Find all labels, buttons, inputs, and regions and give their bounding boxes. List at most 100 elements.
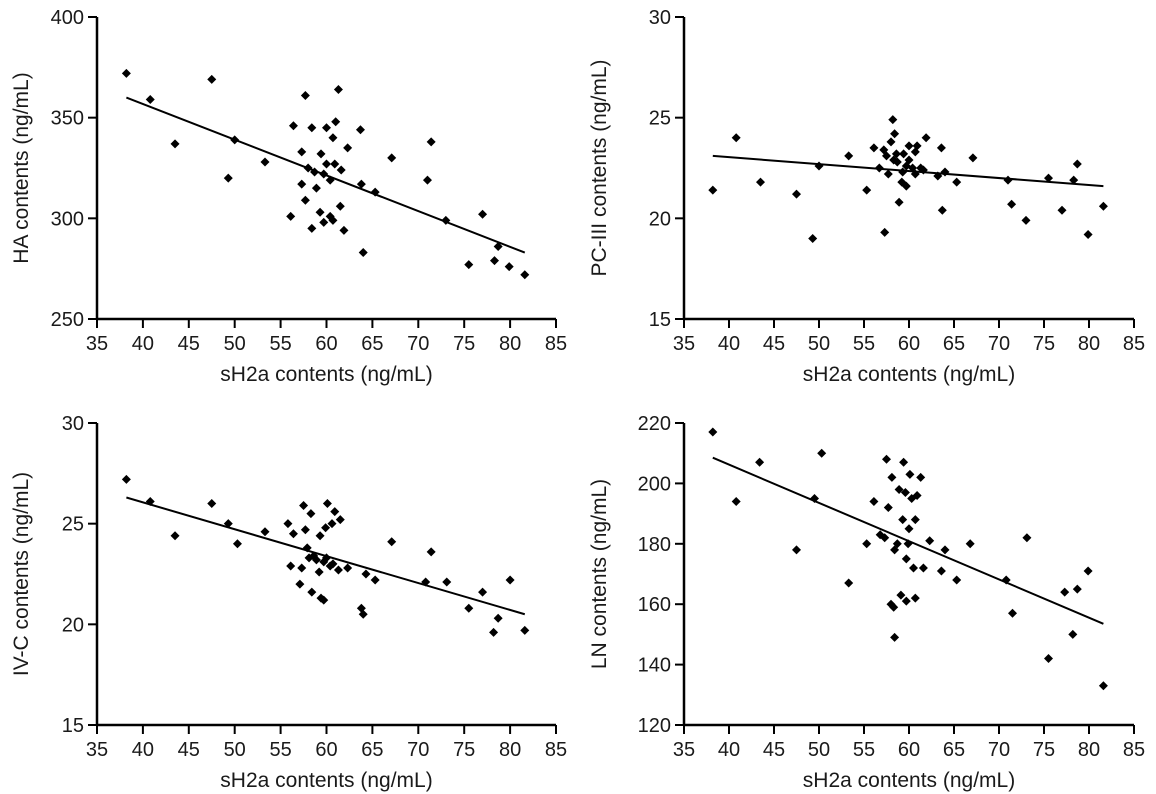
chart-3-point-31 xyxy=(910,515,920,525)
chart-2-point-23 xyxy=(319,595,329,605)
chart-0-point-30 xyxy=(333,84,343,94)
chart-1-x-axis-title: sH2a contents (ng/mL) xyxy=(803,363,1015,386)
chart-0-x-tick-label-10: 85 xyxy=(545,333,567,355)
chart-0-point-48 xyxy=(520,270,530,280)
chart-0-x-axis-title: sH2a contents (ng/mL) xyxy=(220,363,432,386)
chart-3-point-38 xyxy=(940,545,950,555)
chart-1-point-30 xyxy=(910,169,920,179)
chart-2-x-tick-label-6: 65 xyxy=(361,739,383,761)
chart-3-x-tick-label-1: 40 xyxy=(718,739,740,761)
chart-2-point-40 xyxy=(426,547,436,557)
chart-3-point-37 xyxy=(936,566,946,576)
chart-2-point-7 xyxy=(283,519,293,529)
chart-3-point-4 xyxy=(810,494,819,503)
chart-1-x-tick-label-5: 60 xyxy=(898,333,920,355)
chart-0-point-9 xyxy=(297,147,307,157)
chart-0-point-6 xyxy=(260,157,270,167)
chart-1-point-44 xyxy=(1044,173,1053,183)
chart-0-point-34 xyxy=(343,143,353,153)
chart-3-point-23 xyxy=(900,487,910,497)
chart-0-point-19 xyxy=(316,149,326,159)
chart-2-point-48 xyxy=(520,625,530,635)
chart-0-point-37 xyxy=(358,248,368,258)
chart-3-x-tick-label-0: 35 xyxy=(673,739,695,761)
chart-3-point-15 xyxy=(889,602,899,612)
chart-2-x-tick-label-2: 45 xyxy=(178,739,200,761)
chart-1-x-tick-label-4: 55 xyxy=(853,333,875,355)
chart-2-point-9 xyxy=(288,529,298,539)
chart-3-point-7 xyxy=(862,539,872,549)
chart-3-point-16 xyxy=(890,632,900,642)
chart-ln: 35 40 45 50 55 60 65 70 75 80 85 120 140 160 180 200 220… xyxy=(588,413,1145,792)
chart-1-point-6 xyxy=(844,151,854,161)
chart-3-y-tick-label-4: 200 xyxy=(638,473,671,495)
chart-3-y-tick-label-3: 180 xyxy=(638,534,671,556)
chart-0-points xyxy=(121,68,530,280)
chart-3-x-tick-label-6: 65 xyxy=(943,739,965,761)
chart-0-point-0 xyxy=(121,68,131,78)
chart-1-point-27 xyxy=(904,141,914,151)
chart-3-x-tick-label-7: 70 xyxy=(988,739,1010,761)
chart-1-point-20 xyxy=(894,197,904,207)
chart-2-point-6 xyxy=(260,527,270,537)
chart-1-point-37 xyxy=(937,205,947,215)
chart-3-point-6 xyxy=(844,578,854,588)
chart-3-y-tick-label-1: 140 xyxy=(638,655,671,677)
chart-2-x-axis-title: sH2a contents (ng/mL) xyxy=(220,769,432,792)
chart-0-point-15 xyxy=(307,223,317,233)
chart-3-point-28 xyxy=(905,469,915,479)
chart-2-point-20 xyxy=(314,567,324,577)
chart-0-point-10 xyxy=(297,179,307,189)
chart-ha: 35 40 45 50 55 60 65 70 75 80 85 250 300 350 400 sH2a c… xyxy=(10,7,568,386)
chart-1-point-48 xyxy=(1083,229,1093,239)
chart-0-point-33 xyxy=(339,225,349,235)
chart-2-point-13 xyxy=(300,525,310,535)
chart-ln-panel: 35 40 45 50 55 60 65 70 75 80 85 120 140 160 180 200 220… xyxy=(578,397,1156,794)
chart-3-point-32 xyxy=(912,490,922,500)
chart-2-x-tick-label-10: 85 xyxy=(545,739,567,761)
chart-0-y-tick-label-1: 300 xyxy=(51,208,84,230)
chart-3-point-5 xyxy=(817,448,827,458)
chart-2-point-10 xyxy=(295,579,305,589)
chart-3-x-tick-label-5: 60 xyxy=(898,739,920,761)
chart-3-point-35 xyxy=(918,563,928,573)
chart-0-point-38 xyxy=(370,187,380,197)
chart-0-point-8 xyxy=(288,121,298,131)
chart-1-point-18 xyxy=(891,149,901,159)
chart-3-point-19 xyxy=(894,484,904,494)
chart-2-point-24 xyxy=(319,557,329,567)
chart-2-point-26 xyxy=(322,553,331,563)
chart-2-x-tick-label-3: 50 xyxy=(224,739,246,761)
chart-3-point-34 xyxy=(916,472,926,482)
chart-2-point-36 xyxy=(358,609,368,619)
chart-2-point-39 xyxy=(387,537,397,547)
chart-3-x-axis-title: sH2a contents (ng/mL) xyxy=(803,769,1015,792)
chart-3-y-axis-title: LN contents (ng/mL) xyxy=(588,479,611,669)
chart-2-point-1 xyxy=(145,497,155,507)
chart-0-point-5 xyxy=(230,135,240,145)
chart-3-y-tick-label-5: 220 xyxy=(638,413,671,435)
chart-1-point-36 xyxy=(936,143,946,153)
chart-1-point-38 xyxy=(940,167,950,177)
chart-3-point-33 xyxy=(910,593,920,603)
chart-3-point-43 xyxy=(1022,533,1032,543)
chart-2-point-15 xyxy=(304,553,314,563)
chart-0-point-4 xyxy=(223,173,233,183)
chart-1-x-tick-label-8: 75 xyxy=(1033,333,1055,355)
chart-3-point-2 xyxy=(755,457,765,467)
chart-3-point-11 xyxy=(882,454,891,464)
chart-0-x-tick-label-5: 60 xyxy=(315,333,337,355)
chart-2-x-tick-label-1: 40 xyxy=(132,739,154,761)
chart-2-point-19 xyxy=(311,555,321,565)
chart-2-point-14 xyxy=(302,543,312,553)
chart-2-x-tick-label-0: 35 xyxy=(86,739,108,761)
chart-3-y-tick-label-2: 160 xyxy=(638,594,671,616)
chart-0-axes: 35 40 45 50 55 60 65 70 75 80 85 250 300 350 400 xyxy=(51,7,568,355)
chart-0-point-39 xyxy=(387,153,397,163)
chart-0-point-40 xyxy=(422,175,432,185)
chart-0-x-tick-label-0: 35 xyxy=(86,333,108,355)
chart-3-point-25 xyxy=(901,554,911,564)
chart-2-point-44 xyxy=(478,587,488,597)
chart-1-y-tick-label-3: 30 xyxy=(649,7,671,29)
chart-2-point-32 xyxy=(333,565,343,575)
